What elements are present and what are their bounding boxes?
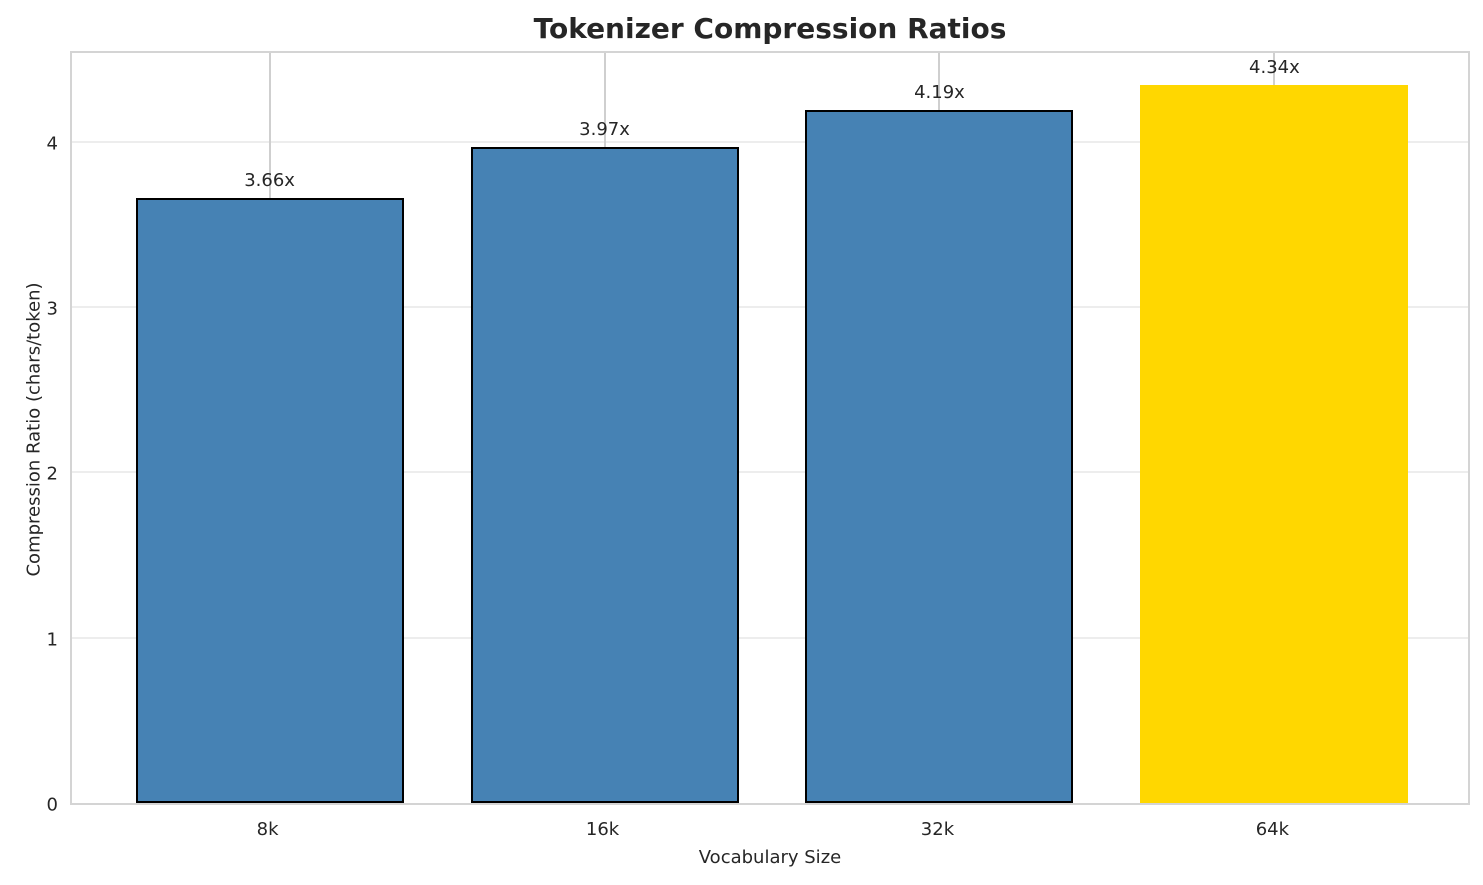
bar-32k — [805, 110, 1074, 803]
bar-value-label: 3.97x — [579, 118, 630, 140]
bar-value-label: 3.66x — [244, 169, 295, 191]
y-tick-label: 2 — [46, 463, 58, 485]
y-tick-label: 3 — [46, 298, 58, 320]
bar-value-label: 4.34x — [1249, 57, 1300, 79]
bar-64k — [1140, 85, 1409, 803]
plot-area: 3.66x 3.97x 4.19x 4.34x — [70, 51, 1470, 805]
gridline-horizontal — [72, 140, 1468, 143]
gridline-horizontal — [72, 636, 1468, 639]
gridline-horizontal — [72, 471, 1468, 474]
x-tick-label: 16k — [585, 819, 620, 840]
bar-value-label: 4.19x — [914, 82, 965, 104]
x-axis-label: Vocabulary Size — [698, 847, 842, 868]
x-tick-label: 64k — [1255, 819, 1290, 840]
y-tick-label: 0 — [46, 794, 58, 816]
x-tick-label: 8k — [256, 819, 279, 840]
y-tick-label: 1 — [46, 629, 58, 651]
chart-title: Tokenizer Compression Ratios — [533, 12, 1007, 45]
bar-8k — [135, 197, 404, 803]
bar-16k — [470, 146, 739, 803]
y-axis-label: Compression Ratio (chars/token) — [23, 282, 45, 577]
x-tick-label: 32k — [920, 819, 955, 840]
y-tick-label: 4 — [46, 133, 58, 155]
gridline-horizontal — [72, 305, 1468, 308]
